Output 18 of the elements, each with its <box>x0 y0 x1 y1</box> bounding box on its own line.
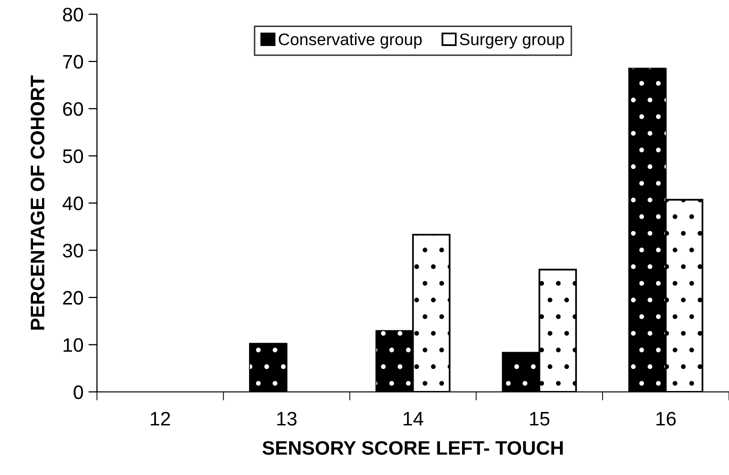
legend-label: Conservative group <box>278 33 422 49</box>
x-tick-label: 13 <box>277 412 297 426</box>
y-tick-label: 50 <box>62 149 84 164</box>
x-tick-label: 14 <box>404 412 424 426</box>
y-tick-label: 70 <box>63 54 84 69</box>
y-tick-label: 80 <box>62 8 84 22</box>
y-tick-label: 60 <box>63 102 84 116</box>
x-tick-label: 15 <box>530 412 550 426</box>
x-tick-label: 16 <box>656 412 676 426</box>
y-tick-label: 10 <box>64 338 84 352</box>
y-tick-label: 40 <box>62 196 84 210</box>
y-tick-label: 20 <box>63 290 84 305</box>
x-axis-title: SENSORY SCORE LEFT- TOUCH <box>262 441 563 455</box>
y-tick-label: 0 <box>74 385 84 400</box>
x-tick-label: 12 <box>150 412 170 426</box>
y-axis-title: PERCENTAGE OF COHORT <box>30 75 44 330</box>
y-tick-label: 30 <box>62 244 84 258</box>
legend-label: Surgery group <box>460 33 564 49</box>
